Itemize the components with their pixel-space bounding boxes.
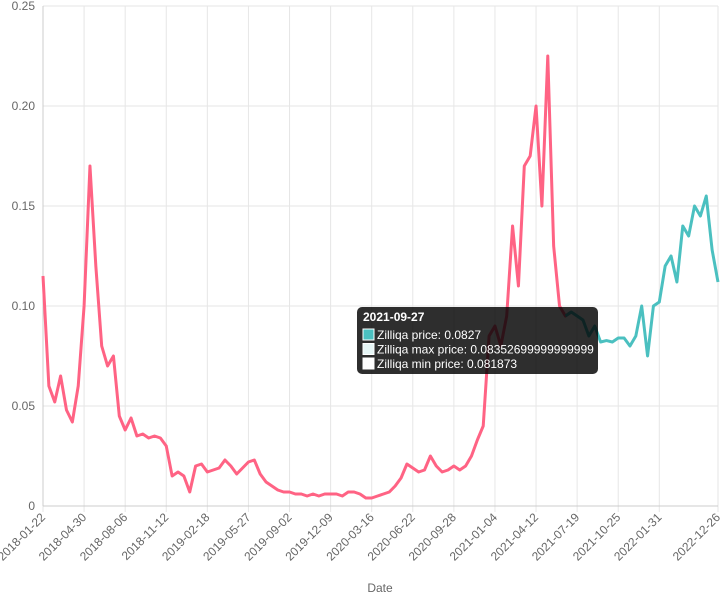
y-tick-label: 0.05 [12,399,36,413]
y-tick-label: 0 [28,499,35,513]
y-tick-label: 0.25 [12,0,36,13]
tooltip-row: Zilliqa price: 0.0827 [377,328,481,342]
tooltip-title: 2021-09-27 [363,310,425,324]
tooltip-row: Zilliqa max price: 0.08352699999999999 [377,343,594,357]
tooltip-swatch [362,357,375,370]
tooltip-swatch [362,343,375,355]
line-series [41,54,573,500]
y-tick-label: 0.10 [12,299,36,313]
x-axis-title: Date [367,581,393,595]
x-tick-label: 2022-12-26 [670,510,724,564]
y-tick-label: 0.20 [12,99,36,113]
tooltip-box [357,307,598,374]
y-tick-label: 0.15 [12,199,36,213]
tooltip-swatch [362,328,375,341]
tooltip-row: Zilliqa min price: 0.081873 [377,357,517,371]
